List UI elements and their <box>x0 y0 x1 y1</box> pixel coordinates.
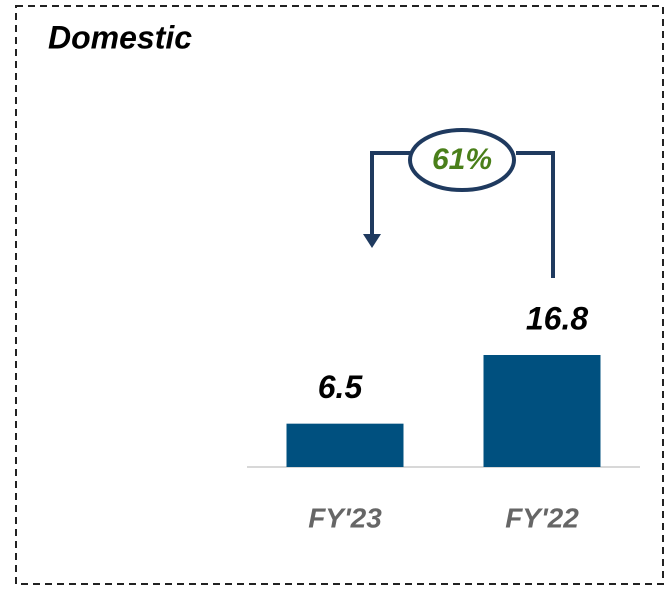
chart-title: Domestic <box>48 19 192 55</box>
bar <box>483 355 601 467</box>
arrow-head <box>363 234 381 248</box>
growth-label: 61% <box>432 143 492 176</box>
growth-arrow <box>370 128 555 278</box>
value-label: 16.8 <box>526 300 588 336</box>
bar <box>286 423 404 467</box>
x-tick-label: FY'23 <box>308 502 382 533</box>
x-tick-label: FY'22 <box>505 502 579 533</box>
value-label: 6.5 <box>318 369 364 405</box>
frame <box>15 5 664 585</box>
